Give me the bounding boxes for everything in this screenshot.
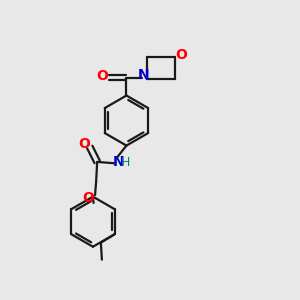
Text: H: H xyxy=(121,156,130,169)
Text: O: O xyxy=(97,69,109,83)
Text: N: N xyxy=(137,68,149,82)
Text: O: O xyxy=(83,191,94,205)
Text: O: O xyxy=(78,137,90,151)
Text: N: N xyxy=(112,155,124,169)
Text: O: O xyxy=(176,48,188,62)
